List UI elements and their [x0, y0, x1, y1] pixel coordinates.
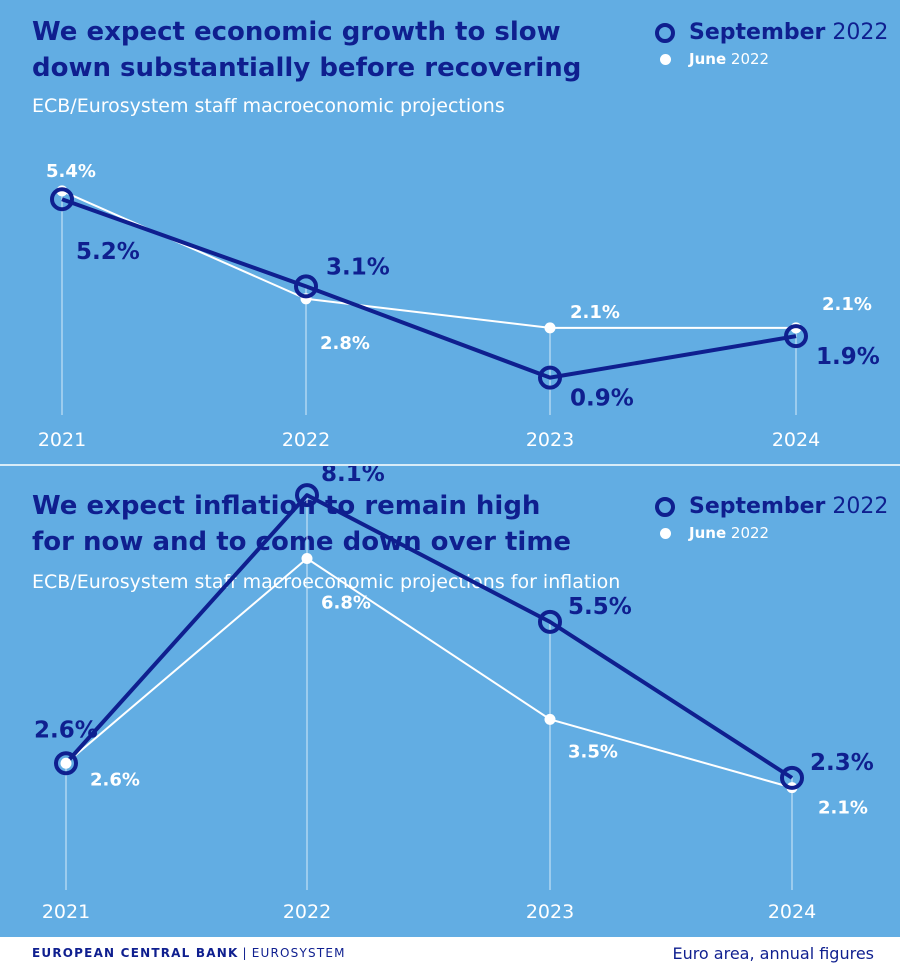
dot-marker-icon [660, 54, 671, 65]
june-series-line [61, 189, 796, 329]
x-tick-label-2021: 2021 [38, 429, 86, 451]
growth-panel: We expect economic growth to slow down s… [0, 0, 900, 464]
legend-item-september: September 2022 [655, 494, 895, 524]
x-tick-label-2023: 2023 [526, 429, 574, 451]
footer-brand: EUROPEAN CENTRAL BANK [32, 946, 239, 960]
growth-legend: September 2022 June 2022 [655, 20, 895, 80]
september-label-2022: 8.1% [321, 466, 385, 487]
june-label-2023: 2.1% [570, 302, 620, 323]
x-tick-label-2023: 2023 [526, 901, 574, 923]
legend-september-year: 2022 [832, 20, 889, 45]
legend-june-name: June [689, 50, 727, 68]
september-point-2022 [294, 274, 318, 299]
september-point-2024 [780, 765, 804, 790]
june-label-2022: 2.8% [320, 333, 370, 354]
legend-september-name: September [689, 20, 826, 45]
inflation-legend: September 2022 June 2022 [655, 494, 895, 554]
x-tick-label-2022: 2022 [283, 901, 331, 923]
inflation-panel: We expect inflation to remain high for n… [0, 466, 900, 937]
june-series-line [65, 557, 793, 789]
september-point-2024 [784, 324, 808, 349]
september-point-2022 [295, 483, 319, 508]
september-point-2023 [538, 365, 562, 390]
september-point-2021 [54, 751, 78, 776]
inflation-title: We expect inflation to remain high for n… [32, 491, 572, 557]
x-tick-label-2022: 2022 [282, 429, 330, 451]
september-label-2021: 5.2% [76, 239, 140, 265]
june-label-2021: 5.4% [46, 161, 96, 182]
september-series-line [64, 493, 794, 780]
x-tick-label-2024: 2024 [768, 901, 816, 923]
legend-september-year: 2022 [832, 494, 889, 519]
september-series-line [61, 197, 797, 380]
legend-item-june: June 2022 [655, 524, 895, 554]
september-label-2023: 5.5% [568, 594, 632, 620]
growth-chart: 5.2% 3.1% 0.9% 1.9% 5.4% 2.8% 2.1% 2.1% 2021 2022… [38, 161, 880, 451]
june-point-2022 [301, 553, 313, 564]
september-label-2022: 3.1% [326, 254, 390, 280]
ecb-logo-text: EUROPEAN CENTRAL BANK | EUROSYSTEM [32, 946, 346, 960]
june-label-2022: 6.8% [321, 593, 371, 614]
panel-divider [0, 464, 900, 466]
inflation-chart: 2.6% 8.1% 5.5% 2.3% 2.6% 6.8% 3.5% 2.1% 2021 2022… [34, 466, 874, 923]
x-tick-label-2024: 2024 [772, 429, 820, 451]
september-label-2023: 0.9% [570, 386, 634, 412]
inflation-subtitle: ECB/Eurosystem staff macroeconomic proje… [32, 571, 621, 593]
june-label-2024: 2.1% [822, 294, 872, 315]
footer-note: Euro area, annual figures [672, 944, 874, 963]
september-point-2021 [50, 187, 74, 212]
september-point-2023 [538, 609, 562, 634]
x-tick-label-2021: 2021 [42, 901, 90, 923]
legend-item-june: June 2022 [655, 50, 895, 80]
september-label-2024: 1.9% [816, 344, 880, 370]
legend-item-september: September 2022 [655, 20, 895, 50]
footer: EUROPEAN CENTRAL BANK | EUROSYSTEM Euro ar… [0, 937, 900, 969]
ring-marker-icon [655, 497, 675, 517]
legend-june-year: 2022 [730, 524, 770, 542]
june-label-2024: 2.1% [818, 798, 868, 819]
june-point-2021 [60, 757, 72, 769]
growth-title: We expect economic growth to slow down s… [32, 17, 582, 83]
ring-marker-icon [655, 23, 675, 43]
september-label-2024: 2.3% [810, 750, 874, 776]
legend-june-name: June [689, 524, 727, 542]
footer-brand-sub: EUROSYSTEM [251, 946, 346, 960]
june-point-2023 [544, 713, 556, 725]
june-point-2023 [544, 322, 556, 334]
footer-separator: | [242, 946, 248, 960]
june-label-2023: 3.5% [568, 741, 618, 762]
legend-june-year: 2022 [730, 50, 770, 68]
dot-marker-icon [660, 528, 671, 539]
legend-september-name: September [689, 494, 826, 519]
june-label-2021: 2.6% [90, 769, 140, 790]
growth-subtitle: ECB/Eurosystem staff macroeconomic proje… [32, 95, 505, 117]
september-label-2021: 2.6% [34, 717, 98, 743]
